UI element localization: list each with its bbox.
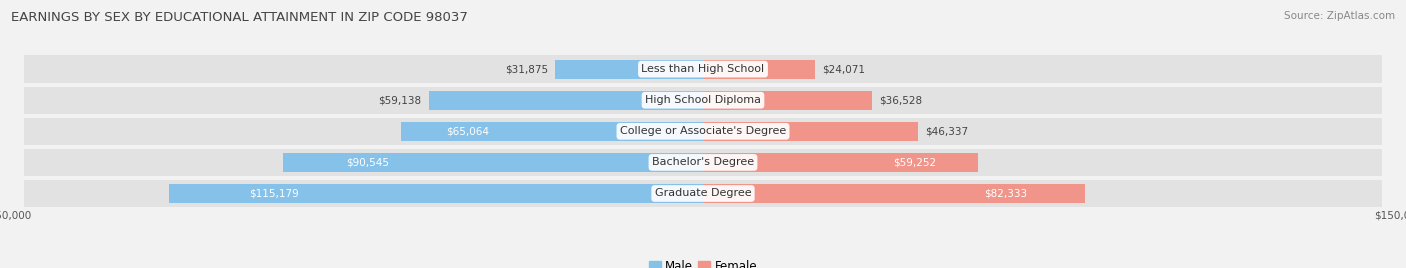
Text: $65,064: $65,064 [446, 126, 489, 136]
Text: Source: ZipAtlas.com: Source: ZipAtlas.com [1284, 11, 1395, 21]
Bar [401, 122, 703, 141]
Bar [703, 184, 1085, 203]
Text: EARNINGS BY SEX BY EDUCATIONAL ATTAINMENT IN ZIP CODE 98037: EARNINGS BY SEX BY EDUCATIONAL ATTAINMEN… [11, 11, 468, 24]
Text: High School Diploma: High School Diploma [645, 95, 761, 105]
Bar [429, 91, 703, 110]
Text: $31,875: $31,875 [505, 64, 548, 74]
Bar [24, 55, 1382, 83]
Text: Less than High School: Less than High School [641, 64, 765, 74]
Text: $36,528: $36,528 [879, 95, 922, 105]
Bar [703, 91, 873, 110]
Bar [24, 149, 1382, 176]
Text: College or Associate's Degree: College or Associate's Degree [620, 126, 786, 136]
Bar [24, 118, 1382, 145]
Text: $24,071: $24,071 [821, 64, 865, 74]
Bar [703, 122, 918, 141]
Legend: Male, Female: Male, Female [648, 260, 758, 268]
Text: $46,337: $46,337 [925, 126, 969, 136]
Text: $90,545: $90,545 [346, 157, 389, 168]
Bar [169, 184, 703, 203]
Bar [283, 153, 703, 172]
Text: $82,333: $82,333 [984, 188, 1028, 199]
Bar [24, 180, 1382, 207]
Bar [703, 153, 979, 172]
Bar [703, 59, 814, 79]
Bar [24, 87, 1382, 114]
Bar [555, 59, 703, 79]
Text: $59,138: $59,138 [378, 95, 422, 105]
Text: $59,252: $59,252 [894, 157, 936, 168]
Text: Bachelor's Degree: Bachelor's Degree [652, 157, 754, 168]
Text: $115,179: $115,179 [249, 188, 298, 199]
Text: Graduate Degree: Graduate Degree [655, 188, 751, 199]
